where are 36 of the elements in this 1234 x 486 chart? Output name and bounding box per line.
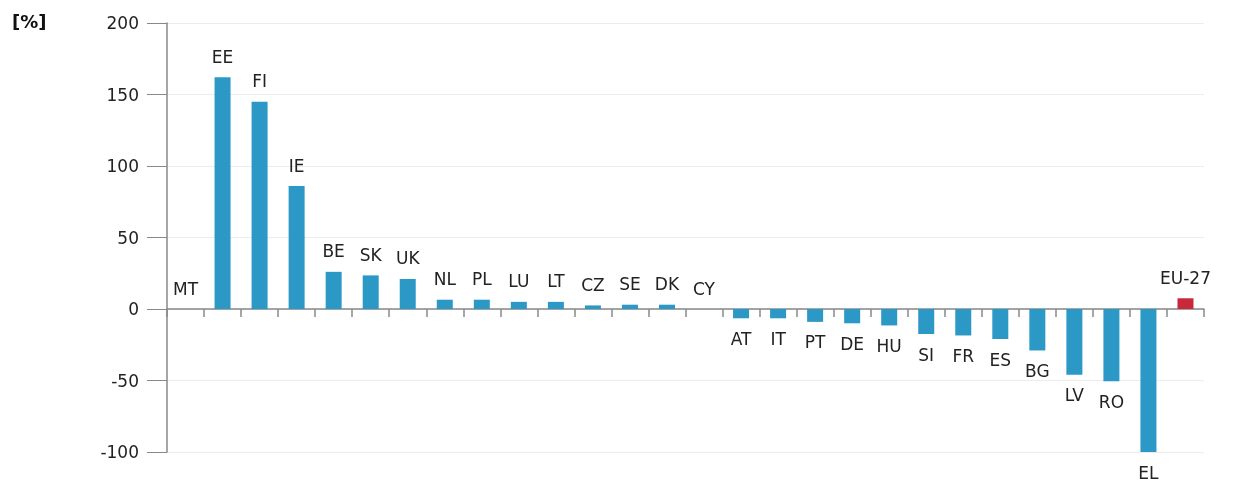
x-tick-label: IE bbox=[288, 155, 305, 176]
x-tick-label: HU bbox=[876, 335, 902, 356]
y-tick-label: 200 bbox=[106, 13, 139, 33]
x-tick-label: ES bbox=[989, 349, 1012, 370]
y-tick-label: 100 bbox=[106, 156, 139, 176]
x-tick-label: EU-27 bbox=[1160, 267, 1211, 288]
x-tick-label: DK bbox=[654, 274, 680, 295]
y-tick-label: 50 bbox=[117, 227, 139, 248]
x-tick-label: SK bbox=[359, 244, 383, 265]
x-tick-label: CZ bbox=[581, 274, 605, 295]
y-tick-label: 150 bbox=[106, 84, 139, 105]
x-tick-label: LU bbox=[508, 271, 530, 292]
x-tick-label: FI bbox=[252, 71, 267, 92]
x-tick-label: AT bbox=[730, 328, 753, 349]
x-tick-label: LV bbox=[1064, 385, 1085, 406]
x-tick-label: SI bbox=[918, 344, 935, 365]
x-tick-label: LT bbox=[547, 271, 566, 292]
x-tick-label: PT bbox=[804, 332, 827, 353]
x-tick-label: BE bbox=[322, 241, 345, 262]
y-tick-label: -100 bbox=[100, 442, 139, 462]
y-tick-label: -50 bbox=[111, 370, 139, 391]
x-tick-label: UK bbox=[395, 248, 421, 269]
y-tick-label: 0 bbox=[128, 299, 139, 319]
x-tick-label: DE bbox=[840, 333, 865, 354]
x-tick-label: MT bbox=[172, 278, 199, 299]
x-tick-label: EL bbox=[1138, 462, 1160, 483]
y-axis-title: [%] bbox=[12, 10, 47, 32]
x-tick-label: EE bbox=[211, 46, 234, 67]
x-tick-label: NL bbox=[433, 269, 457, 290]
x-tick-label: CY bbox=[693, 278, 716, 299]
x-tick-label: BG bbox=[1025, 360, 1050, 381]
x-tick-label: IT bbox=[770, 328, 787, 349]
x-tick-label: RO bbox=[1098, 391, 1125, 412]
x-tick-label: PL bbox=[471, 269, 493, 290]
x-tick-label: FR bbox=[952, 345, 975, 366]
x-tick-label: SE bbox=[619, 274, 641, 295]
